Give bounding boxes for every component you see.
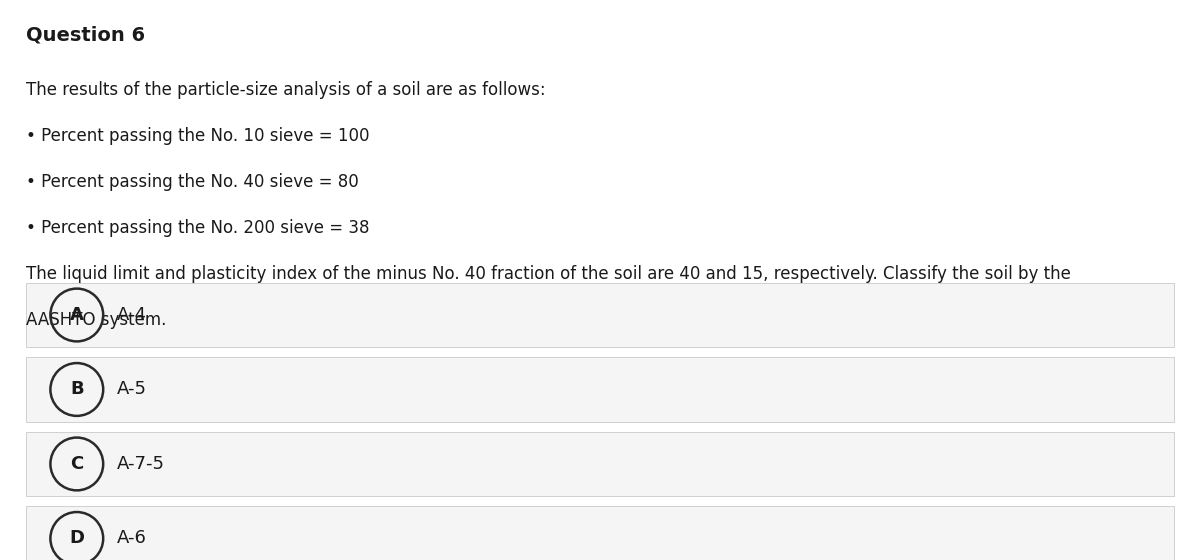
Text: A-5: A-5 [116, 380, 146, 399]
FancyBboxPatch shape [26, 357, 1174, 422]
FancyBboxPatch shape [26, 283, 1174, 347]
Text: A-4: A-4 [116, 306, 146, 324]
Text: The results of the particle-size analysis of a soil are as follows:: The results of the particle-size analysi… [26, 81, 546, 99]
Text: A-7-5: A-7-5 [116, 455, 164, 473]
Text: C: C [70, 455, 84, 473]
Text: The liquid limit and plasticity index of the minus No. 40 fraction of the soil a: The liquid limit and plasticity index of… [26, 265, 1072, 283]
FancyBboxPatch shape [26, 432, 1174, 496]
Text: • Percent passing the No. 10 sieve = 100: • Percent passing the No. 10 sieve = 100 [26, 127, 370, 145]
Text: A-6: A-6 [116, 529, 146, 548]
Text: • Percent passing the No. 40 sieve = 80: • Percent passing the No. 40 sieve = 80 [26, 173, 359, 191]
Text: D: D [70, 529, 84, 548]
Text: AASHTO system.: AASHTO system. [26, 311, 167, 329]
Text: A: A [70, 306, 84, 324]
FancyBboxPatch shape [26, 506, 1174, 560]
Text: B: B [70, 380, 84, 399]
Text: Question 6: Question 6 [26, 25, 145, 44]
Text: • Percent passing the No. 200 sieve = 38: • Percent passing the No. 200 sieve = 38 [26, 219, 370, 237]
